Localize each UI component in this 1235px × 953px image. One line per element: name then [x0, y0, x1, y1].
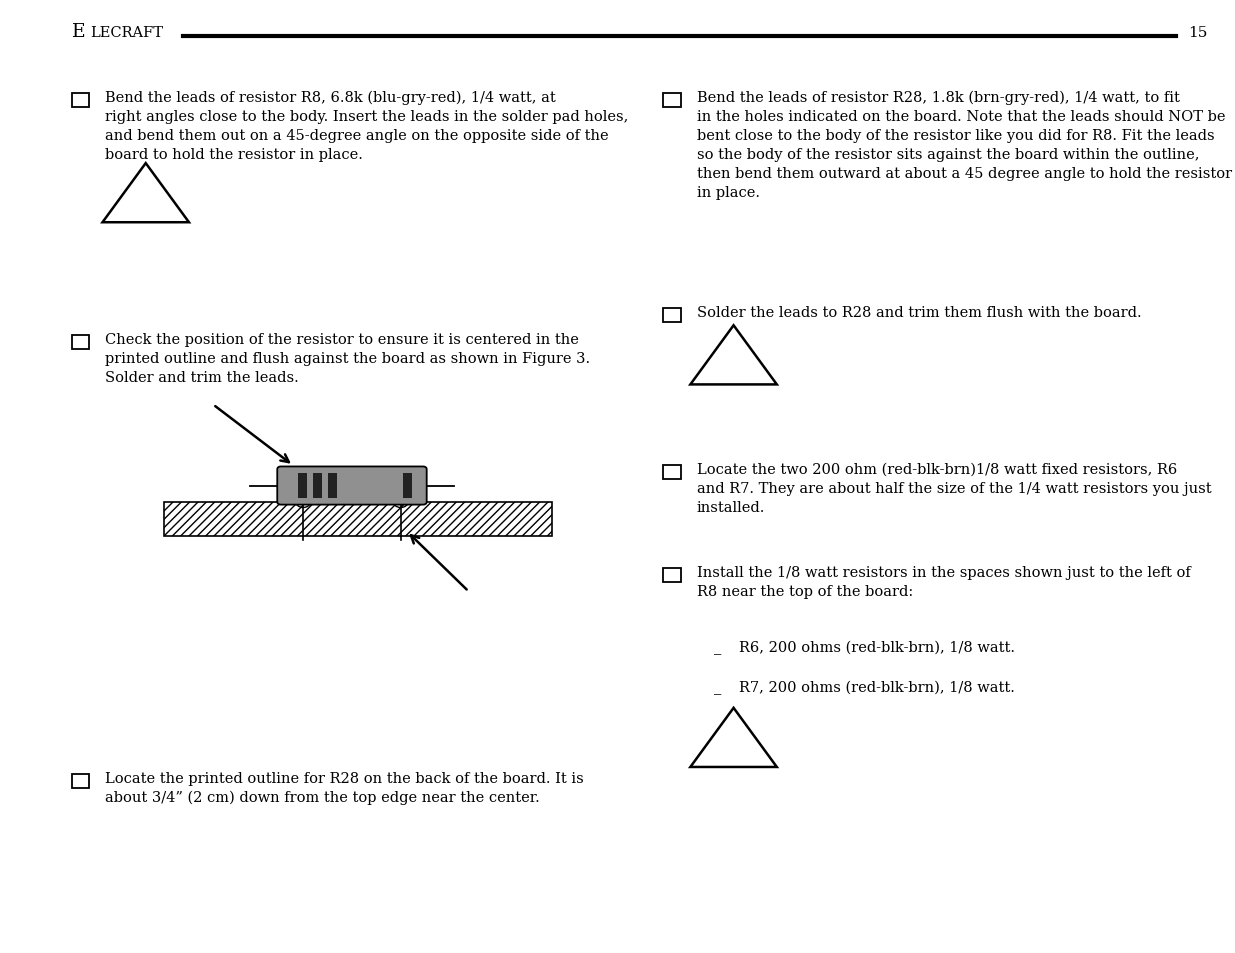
- FancyBboxPatch shape: [327, 474, 336, 498]
- FancyBboxPatch shape: [164, 502, 552, 537]
- FancyBboxPatch shape: [663, 93, 680, 108]
- Text: Locate the two 200 ohm (red-blk-brn)1/8 watt fixed resistors, R6
and R7. They ar: Locate the two 200 ohm (red-blk-brn)1/8 …: [697, 462, 1212, 514]
- FancyBboxPatch shape: [72, 774, 89, 788]
- Text: LECRAFT: LECRAFT: [90, 26, 163, 40]
- Text: Locate the printed outline for R28 on the back of the board. It is
about 3/4” (2: Locate the printed outline for R28 on th…: [105, 771, 584, 804]
- FancyBboxPatch shape: [72, 93, 89, 108]
- FancyBboxPatch shape: [663, 309, 680, 323]
- Text: Install the 1/8 watt resistors in the spaces shown just to the left of
R8 near t: Install the 1/8 watt resistors in the sp…: [697, 565, 1191, 598]
- FancyBboxPatch shape: [403, 474, 411, 498]
- Text: Solder the leads to R28 and trim them flush with the board.: Solder the leads to R28 and trim them fl…: [697, 306, 1141, 320]
- Text: E: E: [72, 23, 85, 41]
- FancyBboxPatch shape: [663, 465, 680, 479]
- Text: Check the position of the resistor to ensure it is centered in the
printed outli: Check the position of the resistor to en…: [105, 333, 590, 384]
- Text: _: _: [714, 680, 721, 695]
- Text: Bend the leads of resistor R8, 6.8k (blu-gry-red), 1/4 watt, at
right angles clo: Bend the leads of resistor R8, 6.8k (blu…: [105, 91, 629, 162]
- Text: R6, 200 ohms (red-blk-brn), 1/8 watt.: R6, 200 ohms (red-blk-brn), 1/8 watt.: [739, 640, 1014, 655]
- Text: Bend the leads of resistor R28, 1.8k (brn-gry-red), 1/4 watt, to fit
in the hole: Bend the leads of resistor R28, 1.8k (br…: [697, 91, 1231, 199]
- Text: _: _: [714, 640, 721, 655]
- FancyBboxPatch shape: [277, 467, 427, 505]
- FancyBboxPatch shape: [663, 568, 680, 582]
- Text: 15: 15: [1188, 26, 1208, 40]
- Text: R7, 200 ohms (red-blk-brn), 1/8 watt.: R7, 200 ohms (red-blk-brn), 1/8 watt.: [739, 680, 1014, 695]
- FancyBboxPatch shape: [299, 474, 306, 498]
- FancyBboxPatch shape: [72, 335, 89, 350]
- FancyBboxPatch shape: [314, 474, 321, 498]
